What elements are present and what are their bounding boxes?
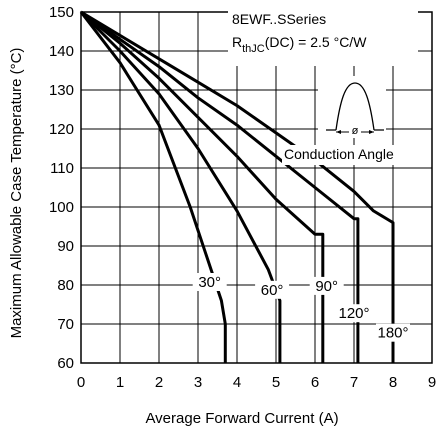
x-tick-label: 9: [428, 374, 436, 391]
y-tick-labels: 60 70 80 90 100 110 120 130 140 150: [49, 4, 74, 372]
y-tick-label: 60: [57, 355, 74, 372]
series-label: 180°: [377, 325, 408, 342]
x-tick-label: 7: [350, 374, 358, 391]
phi-background: [349, 124, 361, 135]
y-tick-label: 80: [57, 277, 74, 294]
y-tick-label: 100: [49, 199, 74, 216]
series-line: [80, 10, 395, 363]
x-tick-label: 0: [77, 374, 85, 391]
half-sine-waveform-icon: [326, 82, 384, 131]
annotation-background: [228, 8, 418, 66]
series-label: 60°: [261, 282, 284, 299]
arrow-left-icon: [336, 130, 341, 134]
conduction-angle-inset: ø: [318, 76, 386, 138]
x-tick-label: 8: [389, 374, 397, 391]
y-tick-label: 120: [49, 121, 74, 138]
x-axis-label: Average Forward Current (A): [145, 410, 338, 427]
conduction-angle-label-bg: [282, 145, 422, 165]
y-tick-label: 130: [49, 82, 74, 99]
arrow-right-icon: [369, 130, 374, 134]
rth-value: (DC) = 2.5 °C/W: [265, 34, 367, 50]
x-tick-labels: 0 1 2 3 4 5 6 7 8 9: [77, 374, 436, 391]
series-name-annotation: 8EWF..SSeries: [232, 11, 326, 27]
x-tick-label: 1: [116, 374, 124, 391]
x-tick-label: 2: [155, 374, 163, 391]
x-tick-label: 6: [311, 374, 319, 391]
x-tick-label: 3: [194, 374, 202, 391]
y-tick-label: 90: [57, 238, 74, 255]
rth-symbol: R: [232, 34, 242, 50]
series-label: 120°: [338, 305, 369, 322]
series-label-bg: [337, 304, 371, 323]
y-tick-label: 150: [49, 4, 74, 21]
y-axis-label: Maximum Allowable Case Temperature (°C): [8, 48, 25, 339]
series-line: [80, 10, 360, 363]
conduction-angle-label: Conduction Angle: [284, 146, 394, 162]
y-tick-label: 70: [57, 316, 74, 333]
series-label: 90°: [315, 278, 338, 295]
series-label: 30°: [198, 274, 221, 291]
series-label-bg: [192, 273, 227, 291]
x-tick-label: 5: [272, 374, 280, 391]
series-label-bg: [376, 323, 410, 342]
series-line: [80, 10, 325, 363]
rth-subscript: thJC: [242, 43, 265, 55]
series-label-bg: [255, 280, 290, 299]
series-labels: 30° 60° 90°120° 180°: [192, 273, 410, 342]
rth-annotation: RthJC(DC) = 2.5 °C/W: [232, 34, 367, 55]
phi-symbol: ø: [352, 125, 359, 137]
series-line: [79, 11, 227, 363]
y-tick-label: 110: [50, 160, 74, 177]
series-label-bg: [309, 276, 344, 295]
x-tick-label: 4: [233, 374, 241, 391]
y-tick-label: 140: [49, 43, 74, 60]
